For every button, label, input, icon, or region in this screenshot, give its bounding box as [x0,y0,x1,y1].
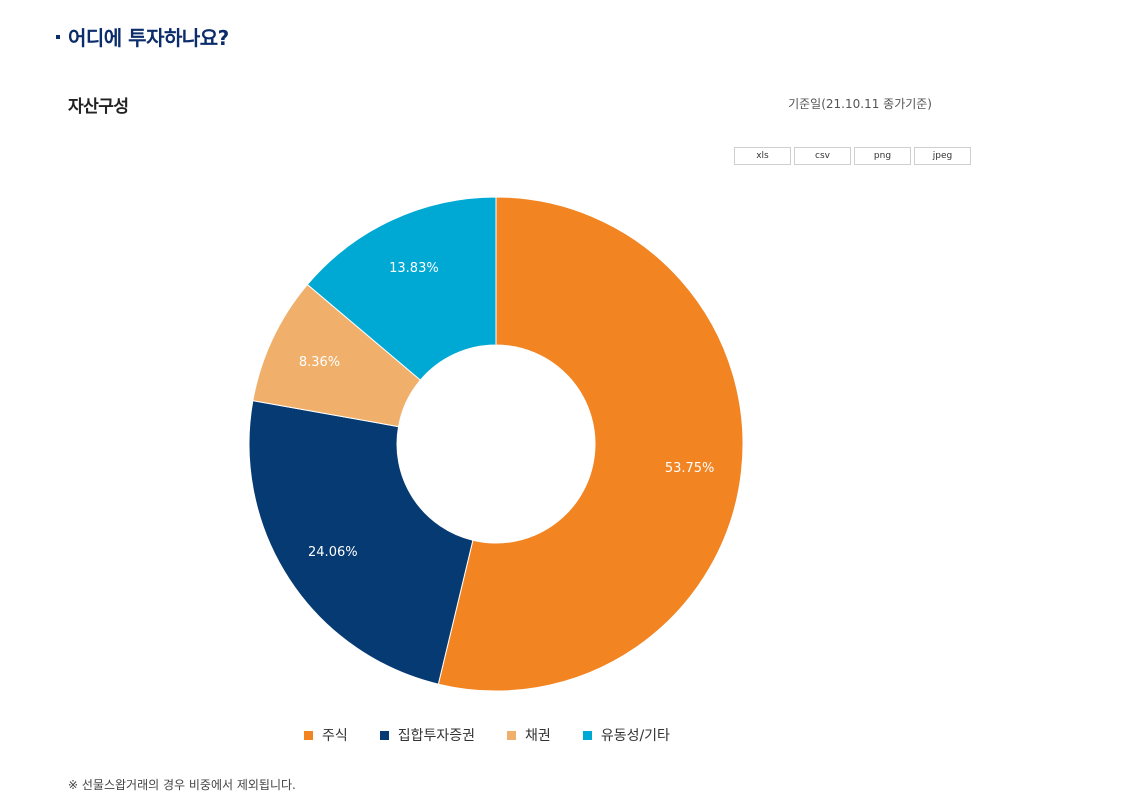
legend-label: 유동성/기타 [600,728,670,744]
slice-funds[interactable] [248,400,474,685]
legend-item-bonds[interactable]: 채권 [507,725,551,745]
chart-title: 자산구성 [68,97,129,117]
legend-swatch [582,730,592,740]
footnote: ※ 선물스왑거래의 경우 비중에서 제외됩니다. [68,778,296,792]
slice-data-label: 53.75% [665,461,715,476]
export-jpeg-button[interactable]: jpeg [914,147,971,165]
legend-swatch [379,730,389,740]
reference-date: 기준일(21.10.11 종가기준) [788,97,932,111]
slice-data-label: 8.36% [299,355,340,370]
legend-item-funds[interactable]: 집합투자증권 [379,725,476,745]
legend-label: 채권 [525,728,551,744]
export-png-button[interactable]: png [854,147,911,165]
section-title: 어디에 투자하나요? [68,26,229,50]
slice-liquidity[interactable] [306,196,497,381]
legend-item-liquidity[interactable]: 유동성/기타 [582,725,670,745]
legend-swatch [507,730,517,740]
legend-swatch [304,730,313,740]
bullet-icon [56,34,60,39]
slice-data-label: 24.06% [308,545,358,560]
export-xls-button[interactable]: xls [734,147,791,165]
export-csv-button[interactable]: csv [794,147,851,165]
legend-label: 주식 [322,728,348,744]
export-buttons: xls csv png jpeg [734,147,971,165]
chart-legend: 주식 집합투자증권 채권 유동성/기타 [304,725,670,745]
section-header: 어디에 투자하나요? [56,22,229,51]
slice-stocks[interactable] [437,196,744,692]
legend-item-stocks[interactable]: 주식 [304,725,348,745]
legend-label: 집합투자증권 [397,728,476,744]
slice-data-label: 13.83% [389,261,439,276]
